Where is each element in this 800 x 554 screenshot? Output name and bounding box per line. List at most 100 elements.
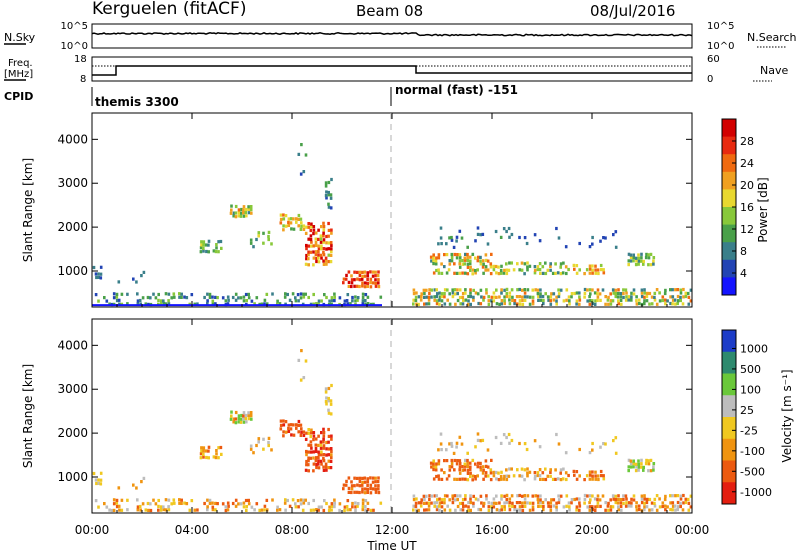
power-cell: [511, 298, 514, 302]
velocity-cell: [485, 494, 488, 498]
velocity-cell: [523, 497, 527, 501]
power-cell: [363, 285, 367, 289]
power-cell: [505, 262, 508, 266]
power-cell: [327, 205, 331, 209]
power-cell: [455, 256, 459, 260]
velocity-cell: [505, 474, 509, 478]
velocity-cell: [550, 498, 553, 502]
velocity-cell: [312, 498, 315, 503]
velocity-cell: [594, 505, 597, 509]
power-cell: [640, 288, 644, 292]
velocity-cell: [637, 465, 641, 469]
power-cell: [342, 281, 345, 285]
power-cell: [242, 205, 246, 209]
power-cell: [369, 281, 372, 285]
power-cell: [471, 272, 474, 276]
power-cell: [674, 288, 677, 292]
power-cell: [112, 296, 116, 300]
power-cell: [486, 242, 490, 246]
velocity-cell: [479, 468, 483, 472]
freq-series-line: [92, 65, 692, 76]
power-cell: [445, 271, 449, 275]
power-cell: [677, 299, 680, 303]
power-cell: [679, 288, 683, 292]
power-cell: [428, 291, 431, 295]
velocity-cell: [358, 490, 361, 495]
power-cell: [611, 299, 615, 303]
velocity-cell: [484, 464, 488, 468]
power-cell: [583, 272, 586, 276]
power-cell: [159, 302, 163, 306]
power-cell: [495, 288, 498, 292]
power-cell: [324, 259, 328, 263]
velocity-cell: [234, 498, 238, 502]
power-cell: [423, 295, 426, 299]
power-cell: [634, 256, 638, 260]
velocity-cell: [144, 508, 148, 512]
y-tick-label: 1000: [57, 264, 88, 278]
power-cell: [297, 299, 300, 303]
power-cell: [430, 295, 433, 299]
velocity-cell: [604, 442, 607, 446]
velocity-cell: [518, 474, 521, 478]
velocity-cell: [645, 500, 649, 505]
velocity-cell: [564, 471, 568, 475]
power-cell: [637, 262, 640, 266]
velocity-cell: [199, 456, 203, 460]
power-cell: [294, 296, 297, 300]
power-cell: [635, 299, 638, 303]
power-cell: [232, 211, 236, 215]
power-cell: [570, 295, 573, 299]
velocity-cell: [644, 462, 648, 466]
power-cell: [671, 298, 675, 302]
power-cell: [596, 292, 599, 296]
power-cell: [521, 295, 524, 299]
velocity-cell: [95, 481, 98, 486]
power-cell: [302, 224, 306, 228]
velocity-cell: [232, 420, 235, 424]
velocity-cell: [289, 427, 293, 431]
velocity-cell: [211, 508, 215, 512]
power-cell: [570, 292, 574, 296]
power-cell: [591, 242, 594, 246]
velocity-cell: [240, 413, 243, 418]
power-cell: [616, 295, 620, 299]
velocity-cell: [508, 501, 511, 505]
power-cell: [627, 295, 631, 299]
velocity-cell: [513, 508, 516, 512]
power-cell: [609, 292, 612, 296]
velocity-cell: [140, 480, 143, 484]
power-cell: [472, 295, 475, 299]
power-cell: [417, 302, 420, 306]
velocity-cell: [679, 501, 682, 505]
power-cell: [297, 217, 300, 221]
power-cell: [329, 260, 333, 264]
velocity-cell: [611, 494, 615, 498]
velocity-cell: [322, 446, 325, 450]
velocity-cell: [489, 478, 493, 482]
velocity-cell: [258, 508, 261, 512]
velocity-cell: [314, 437, 318, 441]
velocity-cell: [361, 505, 365, 509]
power-cell: [412, 298, 415, 302]
velocity-cell: [687, 501, 691, 505]
velocity-cell: [253, 508, 256, 512]
velocity-cell: [637, 459, 640, 463]
power-cell: [684, 291, 688, 295]
velocity-cell: [505, 468, 508, 472]
power-cell: [555, 226, 558, 231]
velocity-cell: [430, 501, 433, 505]
velocity-cell: [583, 497, 587, 501]
power-cell: [484, 258, 488, 262]
power-cell: [435, 302, 439, 306]
velocity-cell: [202, 452, 205, 456]
velocity-cell: [575, 508, 578, 512]
velocity-cell: [464, 458, 467, 462]
power-cell: [314, 231, 318, 235]
velocity-cell: [523, 494, 527, 498]
y-tick-label: 3000: [57, 382, 88, 396]
velocity-cell: [237, 414, 241, 418]
power-cell: [655, 302, 659, 306]
power-cell: [503, 295, 506, 299]
power-cell: [305, 247, 308, 251]
